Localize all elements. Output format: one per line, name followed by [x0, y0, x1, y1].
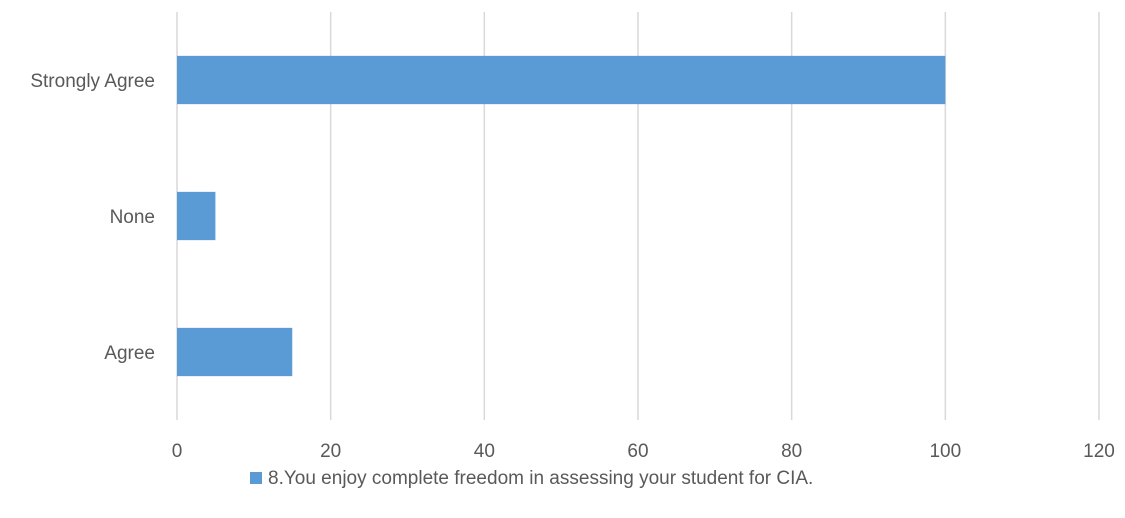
x-axis-ticks: 0 20 40 60 80 100 120 — [172, 441, 1115, 462]
x-tick-label: 0 — [172, 441, 183, 462]
y-axis-categories: Strongly Agree None Agree — [30, 71, 155, 364]
category-label: Agree — [104, 343, 155, 364]
legend-label: 8.You enjoy complete freedom in assessin… — [268, 468, 813, 489]
category-label: Strongly Agree — [30, 71, 155, 92]
x-tick-label: 20 — [320, 441, 341, 462]
x-tick-label: 80 — [781, 441, 802, 462]
bars — [177, 55, 946, 377]
bar — [177, 327, 293, 377]
x-tick-label: 100 — [929, 441, 961, 462]
x-tick-label: 40 — [474, 441, 495, 462]
legend: 8.You enjoy complete freedom in assessin… — [250, 468, 813, 489]
bar — [177, 191, 216, 241]
x-tick-label: 120 — [1083, 441, 1115, 462]
x-tick-label: 60 — [627, 441, 648, 462]
bar — [177, 55, 946, 105]
category-label: None — [110, 207, 155, 228]
legend-swatch — [250, 472, 262, 484]
